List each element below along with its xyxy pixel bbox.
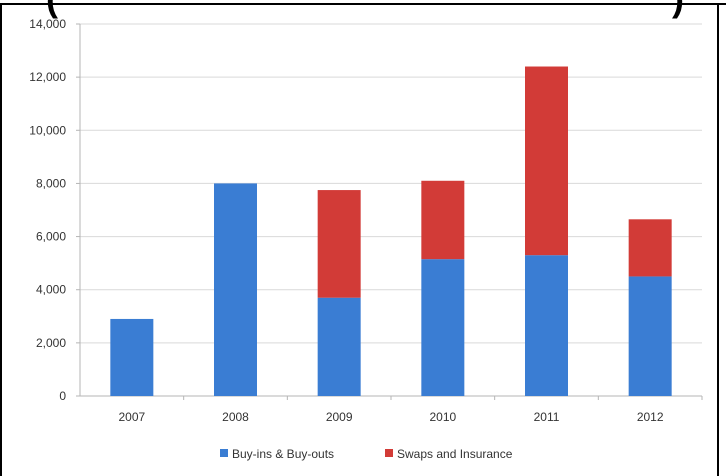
x-tick-label: 2010: [429, 410, 456, 424]
legend-label-swaps: Swaps and Insurance: [397, 447, 513, 461]
x-tick-label: 2011: [534, 410, 560, 424]
y-tick-label: 6,000: [36, 230, 66, 244]
y-tick-label: 4,000: [36, 283, 66, 297]
y-tick-label: 14,000: [29, 17, 66, 31]
bar-swaps-insurance: [525, 66, 568, 256]
bar-buy-ins-buy-outs: [317, 297, 361, 396]
y-tick-label: 2,000: [36, 336, 66, 350]
bar-buy-ins-buy-outs: [214, 183, 257, 396]
frame-border-right: [717, 3, 719, 476]
bars: [110, 66, 672, 396]
y-axis-tick-labels: 0 2,000 4,000 6,000 8,000 10,000 12,000 14,000: [29, 17, 66, 403]
bar-swaps-insurance: [628, 219, 672, 277]
bar-buy-ins-buy-outs: [110, 318, 154, 396]
legend-label-buy-ins: Buy-ins & Buy-outs: [232, 447, 334, 461]
x-tick-label: 2008: [222, 410, 249, 424]
legend-swatch-swaps: [385, 449, 393, 457]
frame-border-left: [0, 3, 2, 476]
x-tick-label: 2012: [637, 410, 664, 424]
y-tick-label: 10,000: [29, 123, 66, 137]
bar-swaps-insurance: [421, 180, 465, 260]
y-tick-label: 8,000: [36, 176, 66, 190]
legend: Buy-ins & Buy-outs Swaps and Insurance: [220, 447, 513, 461]
bar-swaps-insurance: [317, 190, 361, 298]
x-tick-label: 2007: [118, 410, 145, 424]
bar-buy-ins-buy-outs: [628, 276, 672, 396]
x-tick-label: 2009: [326, 410, 353, 424]
bar-buy-ins-buy-outs: [525, 255, 568, 396]
y-tick-label: 0: [59, 389, 66, 403]
frame-border-top: [0, 3, 726, 5]
y-tick-label: 12,000: [29, 70, 66, 84]
bar-buy-ins-buy-outs: [421, 259, 465, 396]
x-axis-tick-labels: 2007 2008 2009 2010 2011 2012: [118, 410, 663, 424]
legend-swatch-buy-ins: [220, 449, 228, 457]
gridlines: [76, 23, 703, 400]
